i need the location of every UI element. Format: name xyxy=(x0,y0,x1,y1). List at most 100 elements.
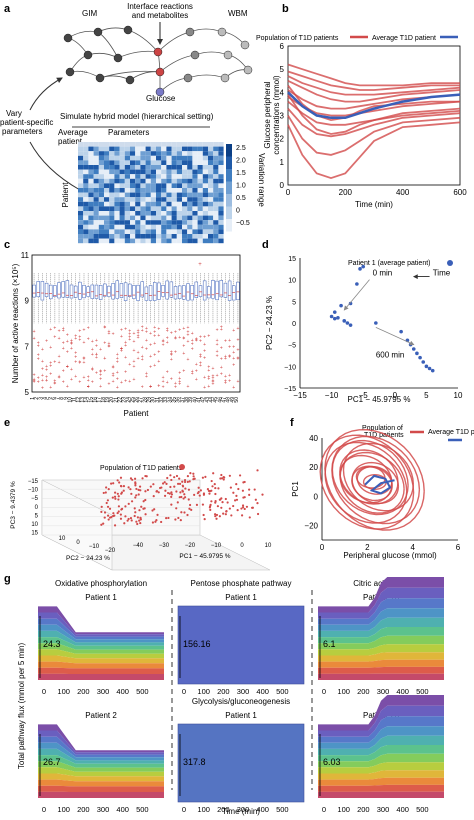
scatter-point xyxy=(424,364,429,369)
scatter-point xyxy=(154,520,157,523)
y-tick-label: −10 xyxy=(284,364,296,371)
outlier-point: + xyxy=(53,381,56,387)
flux-stream xyxy=(38,606,164,635)
heatmap-cell xyxy=(192,238,198,244)
heatmap-cell xyxy=(114,238,120,244)
outlier-point: + xyxy=(128,337,131,343)
heatmap-cell xyxy=(150,201,156,207)
outlier-point: + xyxy=(87,325,90,331)
flux-stream xyxy=(318,784,444,792)
outlier-point: + xyxy=(66,364,69,370)
heatmap-cell xyxy=(135,142,141,147)
heatmap-cell xyxy=(140,238,146,244)
heatmap-cell xyxy=(114,165,120,170)
heatmap-cell xyxy=(98,220,104,225)
scatter-point xyxy=(215,513,219,517)
heatmap-cell xyxy=(166,238,172,244)
heatmap-cell xyxy=(192,174,198,179)
outlier-point: + xyxy=(182,336,185,342)
heatmap-cell xyxy=(135,197,141,202)
scatter-point xyxy=(202,493,206,496)
scatter-point xyxy=(201,476,204,479)
outlier-point: + xyxy=(132,331,135,337)
scatter-point xyxy=(130,492,133,495)
patient-label: Patient 2 xyxy=(85,711,117,720)
heatmap-cell xyxy=(161,174,167,179)
scatter-point xyxy=(222,478,225,481)
outlier-point: + xyxy=(78,359,81,365)
scatter-point xyxy=(139,521,142,525)
outlier-point: + xyxy=(83,375,86,381)
heatmap-cell xyxy=(83,234,89,239)
outlier-point: + xyxy=(95,338,98,344)
heatmap-cell xyxy=(78,160,84,165)
outlier-point: + xyxy=(236,338,239,344)
scatter-point xyxy=(181,480,184,483)
heatmap-cell xyxy=(161,146,167,152)
scatter-point xyxy=(329,314,334,319)
box xyxy=(190,285,194,301)
heatmap-cell xyxy=(213,220,219,225)
scatter-point xyxy=(192,472,195,475)
heatmap-cell xyxy=(171,201,177,207)
scatter-point xyxy=(123,522,126,525)
x-tick-label: 8 xyxy=(59,397,65,400)
box xyxy=(119,283,124,298)
outlier-point: + xyxy=(37,380,40,386)
scatter-point xyxy=(182,497,185,500)
network-edge xyxy=(117,50,159,59)
outlier-point: + xyxy=(33,336,36,342)
heatmap-cell xyxy=(124,229,130,234)
heatmap-cell xyxy=(83,220,89,225)
box xyxy=(148,285,153,301)
flux-stream xyxy=(318,777,444,786)
outlier-point: + xyxy=(232,363,235,369)
outlier-point: + xyxy=(99,369,102,375)
scatter-point xyxy=(151,509,154,512)
heatmap-cell xyxy=(130,229,136,234)
scatter-point xyxy=(253,488,256,491)
heatmap-cell xyxy=(93,201,99,207)
outlier-point: + xyxy=(187,357,190,363)
heatmap-cell xyxy=(197,178,203,184)
heatmap-cell xyxy=(156,155,162,161)
heatmap-cell xyxy=(88,178,94,184)
heatmap-cell xyxy=(176,155,182,161)
heatmap-cell xyxy=(187,211,193,216)
outlier-point: + xyxy=(207,384,210,390)
heatmap-cell xyxy=(78,192,84,198)
network-edge xyxy=(187,74,226,79)
heatmap-cell xyxy=(109,201,115,207)
colorbar-tick: 2.5 xyxy=(236,145,246,152)
heatmap-cell xyxy=(187,206,193,211)
heatmap-cell xyxy=(156,201,162,207)
scatter-point xyxy=(178,482,182,486)
scatter-point xyxy=(137,493,140,496)
box xyxy=(86,286,90,297)
outlier-point: + xyxy=(66,384,69,390)
heatmap-cell xyxy=(104,155,110,161)
box xyxy=(236,281,240,301)
scatter-point xyxy=(112,514,115,518)
outlier-point: + xyxy=(116,352,119,358)
scatter-point xyxy=(209,508,212,512)
scatter-point xyxy=(169,474,172,477)
heatmap-cell xyxy=(192,160,198,165)
heatmap-cell xyxy=(78,220,84,225)
heatmap-cell xyxy=(135,215,141,221)
heatmap-cell xyxy=(109,165,115,170)
y-tick-label: −20 xyxy=(105,548,116,554)
heatmap-cell xyxy=(197,146,203,152)
scatter-point xyxy=(207,489,211,493)
outlier-point: + xyxy=(178,382,181,388)
scatter-point xyxy=(248,488,251,491)
heatmap-cell xyxy=(150,142,156,147)
x-tick-label: 100 xyxy=(197,687,210,696)
heatmap-cell xyxy=(78,215,84,221)
heatmap-cell xyxy=(202,220,208,225)
outlier-point: + xyxy=(62,328,65,334)
heatmap-cell xyxy=(78,142,84,147)
heatmap-cell xyxy=(176,238,182,244)
heatmap-cell xyxy=(197,160,203,165)
heatmap-cell xyxy=(166,229,172,234)
